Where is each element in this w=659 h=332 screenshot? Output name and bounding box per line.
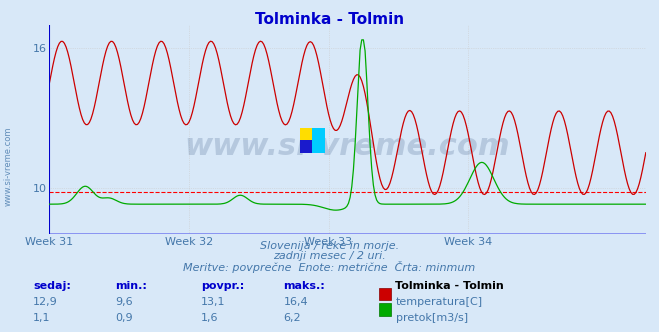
Text: zadnji mesec / 2 uri.: zadnji mesec / 2 uri. <box>273 251 386 261</box>
Text: Meritve: povprečne  Enote: metrične  Črta: minmum: Meritve: povprečne Enote: metrične Črta:… <box>183 261 476 273</box>
Text: Slovenija / reke in morje.: Slovenija / reke in morje. <box>260 241 399 251</box>
Text: maks.:: maks.: <box>283 281 325 290</box>
Text: 13,1: 13,1 <box>201 297 225 307</box>
Text: 9,6: 9,6 <box>115 297 133 307</box>
Text: 0,9: 0,9 <box>115 313 133 323</box>
Text: 16,4: 16,4 <box>283 297 308 307</box>
Text: 12,9: 12,9 <box>33 297 58 307</box>
Text: 1,6: 1,6 <box>201 313 219 323</box>
Text: min.:: min.: <box>115 281 147 290</box>
Text: www.si-vreme.com: www.si-vreme.com <box>185 132 511 161</box>
Text: 1,1: 1,1 <box>33 313 51 323</box>
Text: Tolminka - Tolmin: Tolminka - Tolmin <box>255 12 404 27</box>
Text: www.si-vreme.com: www.si-vreme.com <box>3 126 13 206</box>
Text: temperatura[C]: temperatura[C] <box>396 297 483 307</box>
Text: Tolminka - Tolmin: Tolminka - Tolmin <box>395 281 504 290</box>
Text: sedaj:: sedaj: <box>33 281 71 290</box>
Text: povpr.:: povpr.: <box>201 281 244 290</box>
Text: 6,2: 6,2 <box>283 313 301 323</box>
Text: pretok[m3/s]: pretok[m3/s] <box>396 313 468 323</box>
